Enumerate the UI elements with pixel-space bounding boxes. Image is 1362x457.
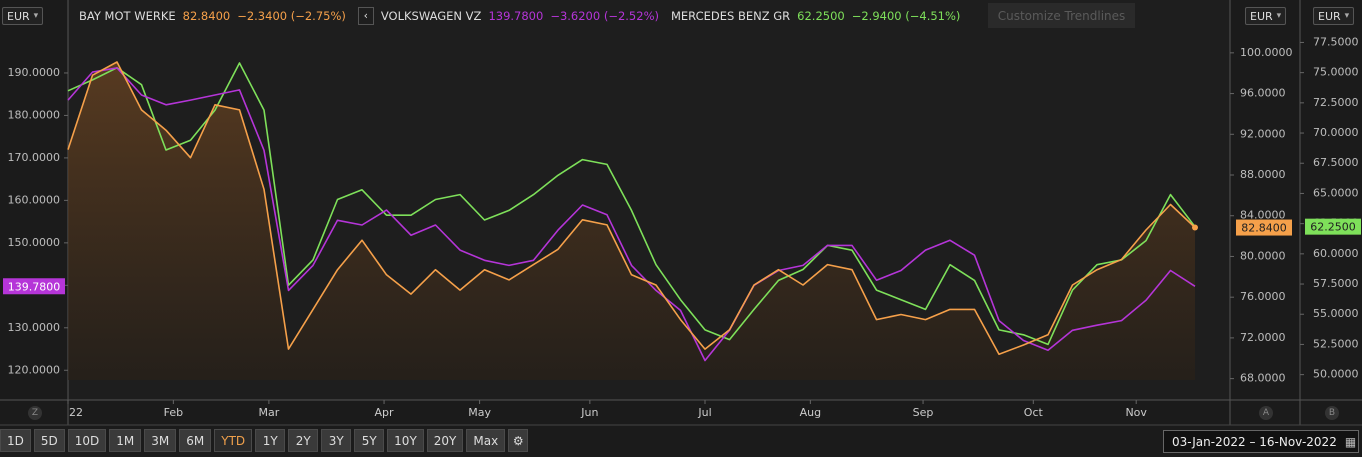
range-button[interactable]: 5Y xyxy=(354,429,385,452)
range-button[interactable]: 5D xyxy=(33,429,65,452)
y-tick-label: 68.0000 xyxy=(1240,372,1286,385)
y-tick-label: 67.5000 xyxy=(1313,156,1359,169)
range-button[interactable]: 3M xyxy=(144,429,177,452)
y-tick-label: 72.5000 xyxy=(1313,96,1359,109)
currency-dropdown[interactable]: EUR xyxy=(1245,7,1287,25)
y-tick-label: 75.0000 xyxy=(1313,66,1359,79)
series-line xyxy=(67,62,1196,346)
legend-last: 62.2500 xyxy=(797,9,845,23)
x-tick-label: Aug xyxy=(800,406,821,419)
price-tag xyxy=(1236,219,1292,236)
price-tag-label: 82.8400 xyxy=(1241,222,1287,235)
range-button[interactable]: Max xyxy=(466,429,506,452)
y-tick-label: 80.0000 xyxy=(1240,249,1286,262)
series-line xyxy=(67,61,1196,355)
legend: BAY MOT WERKE 82.8400 −2.3400 (−2.75%) ‹ VOL… xyxy=(79,6,972,26)
y-tick-label: 160.0000 xyxy=(8,193,61,206)
axis-key[interactable]: A xyxy=(1259,406,1273,420)
legend-change: −2.9400 (−4.51%) xyxy=(851,9,961,23)
y-tick-label: 55.0000 xyxy=(1313,307,1359,320)
x-tick-label: Jul xyxy=(697,406,711,419)
range-button[interactable]: 1D xyxy=(0,429,31,452)
range-button[interactable]: 20Y xyxy=(426,429,464,452)
x-tick-label: Jun xyxy=(580,406,598,419)
y-tick-label: 76.0000 xyxy=(1240,290,1286,303)
range-button[interactable]: 1Y xyxy=(255,429,286,452)
price-tag-label: 62.2500 xyxy=(1310,221,1356,234)
y-tick-label: 92.0000 xyxy=(1240,127,1286,140)
legend-change: −3.6200 (−2.52%) xyxy=(550,9,659,23)
last-point xyxy=(1192,224,1198,231)
y-tick-label: 84.0000 xyxy=(1240,209,1286,222)
y-tick-label: 57.5000 xyxy=(1313,277,1359,290)
y-tick-label: 190.0000 xyxy=(8,66,61,79)
range-button[interactable]: 3Y xyxy=(321,429,352,452)
date-range-text: 03-Jan-2022 – 16-Nov-2022 xyxy=(1172,434,1337,449)
settings-button[interactable]: ⚙ xyxy=(508,429,529,452)
y-tick-label: 100.0000 xyxy=(1240,46,1293,59)
x-tick-label: Mar xyxy=(259,406,280,419)
x-tick-label: Apr xyxy=(375,406,395,419)
range-button[interactable]: 1M xyxy=(109,429,142,452)
customize-trendlines-button[interactable]: Customize Trendlines xyxy=(988,3,1135,28)
y-tick-label: 72.0000 xyxy=(1240,331,1286,344)
legend-name: BAY MOT WERKE xyxy=(79,9,176,23)
legend-change: −2.3400 (−2.75%) xyxy=(237,9,346,23)
currency-dropdown[interactable]: EUR xyxy=(2,7,44,25)
price-tag-label: 139.7800 xyxy=(8,280,61,293)
y-tick-label: 77.5000 xyxy=(1313,35,1359,48)
legend-last: 82.8400 xyxy=(182,9,231,23)
price-tag xyxy=(1305,218,1361,235)
y-tick-label: 150.0000 xyxy=(8,236,61,249)
y-tick-label: 120.0000 xyxy=(8,363,61,376)
x-tick-label: Oct xyxy=(1024,406,1044,419)
y-tick-label: 180.0000 xyxy=(8,108,61,121)
y-tick-label: 70.0000 xyxy=(1313,126,1359,139)
collapse-button[interactable]: ‹ xyxy=(357,7,374,25)
y-tick-label: 60.0000 xyxy=(1313,247,1359,260)
price-tag xyxy=(3,278,65,295)
y-tick-label: 130.0000 xyxy=(8,321,61,334)
axis-key[interactable]: B xyxy=(1325,406,1339,420)
x-tick-label: Nov xyxy=(1125,406,1147,419)
date-range[interactable]: 03-Jan-2022 – 16-Nov-2022 ▦ xyxy=(1163,430,1359,453)
area xyxy=(68,62,1195,380)
legend-name: MERCEDES BENZ GR xyxy=(670,9,791,23)
y-tick-label: 88.0000 xyxy=(1240,168,1286,181)
y-tick-label: 96.0000 xyxy=(1240,87,1286,100)
calendar-icon: ▦ xyxy=(1344,434,1357,449)
y-tick-label: 52.5000 xyxy=(1313,337,1359,350)
legend-name: VOLKSWAGEN VZ xyxy=(380,9,482,23)
range-toolbar: 1D 5D 10D 1M 3M 6M YTD 1Y 2Y 3Y 5Y 10Y 20Y Max ⚙ xyxy=(0,429,531,452)
range-button[interactable]: 2Y xyxy=(288,429,319,452)
x-tick-label: Feb xyxy=(164,406,183,419)
axis-key[interactable]: Z xyxy=(28,406,42,420)
x-tick-label: May xyxy=(468,406,491,419)
y-tick-label: 50.0000 xyxy=(1313,368,1359,381)
range-button[interactable]: 10D xyxy=(67,429,107,452)
y-tick-label: 170.0000 xyxy=(8,151,61,164)
legend-last: 139.7800 xyxy=(488,9,544,23)
x-tick-label: 22 xyxy=(69,406,83,419)
currency-dropdown[interactable]: EUR xyxy=(1313,7,1355,25)
series-line xyxy=(67,67,1196,362)
x-tick-label: Sep xyxy=(913,406,934,419)
range-button[interactable]: 6M xyxy=(179,429,212,452)
range-button[interactable]: YTD xyxy=(214,429,253,452)
y-tick-label: 65.0000 xyxy=(1313,186,1359,199)
range-button[interactable]: 10Y xyxy=(387,429,424,452)
